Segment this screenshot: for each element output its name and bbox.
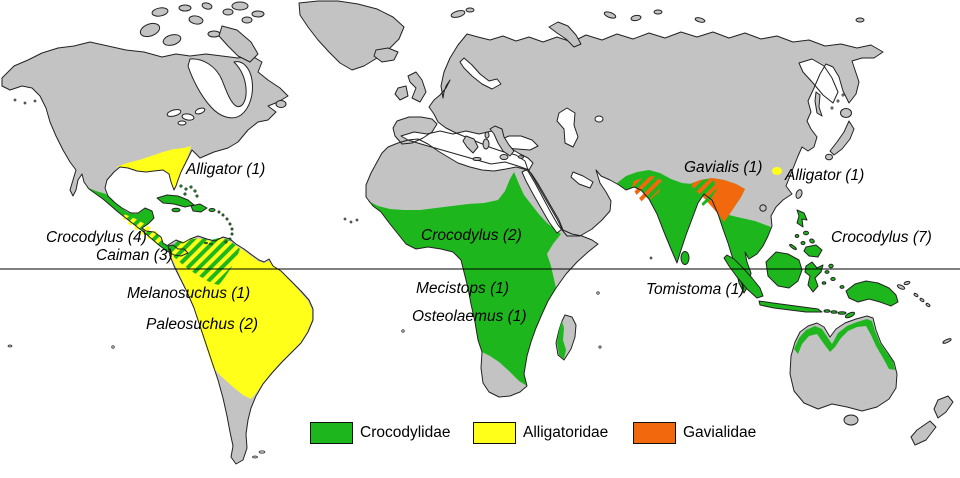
cuba (156, 194, 195, 208)
luzon (796, 209, 808, 228)
cyprus (518, 155, 524, 159)
overlap-central-america-hatch (123, 214, 163, 246)
greece (462, 135, 479, 154)
label-tomistoma: Tomistoma (1) (646, 281, 745, 298)
label-crocodylus-africa: Crocodylus (2) (421, 227, 522, 244)
ireland (394, 85, 409, 101)
legend-label: Gavialidae (683, 424, 757, 441)
new-britain (896, 284, 906, 290)
great-britain (407, 71, 427, 103)
great-lake (177, 120, 187, 126)
halmahera (828, 263, 834, 269)
legend-label: Alligatoridae (523, 424, 609, 441)
caspian-sea (556, 107, 579, 148)
sri-lanka (680, 251, 690, 265)
legend-label: Crocodylidae (360, 424, 451, 441)
palawan (789, 244, 797, 250)
range-crocodylidae-africa (368, 172, 561, 386)
australia (790, 316, 897, 411)
sumatra (723, 254, 764, 299)
islands (7, 0, 954, 459)
hainan (759, 204, 767, 212)
hokkaido (840, 108, 852, 118)
great-lake (181, 113, 195, 121)
kyushu (825, 153, 833, 161)
novaya-zemlya (548, 21, 582, 48)
overlap-northern-south-america-hatch (168, 238, 240, 285)
label-crocodylus-asia: Crocodylus (7) (831, 229, 932, 246)
corsica (484, 131, 490, 139)
lesser-antilles (204, 210, 234, 246)
sicily (499, 154, 509, 160)
range-crocodylidae-north-australia (794, 319, 895, 370)
persian-gulf (570, 171, 594, 189)
label-mecistops: Mecistops (1) (416, 280, 510, 297)
bahamas (179, 184, 199, 198)
legend-item-crocodylidae: Crocodylidae (310, 422, 450, 444)
label-osteolaemus: Osteolaemus (1) (412, 308, 527, 325)
italy (489, 125, 515, 157)
gavialidae-swatch (633, 422, 676, 444)
honshu (829, 120, 855, 156)
label-gavialis: Gavialis (1) (684, 159, 763, 176)
java (758, 300, 823, 313)
tasmania (843, 414, 859, 426)
label-alligator-north-america: Alligator (1) (186, 161, 266, 178)
range-alligator-sinensis-dot (772, 167, 782, 175)
label-caiman: Caiman (3) (96, 247, 173, 264)
legend-item-gavialidae: Gavialidae (633, 422, 756, 444)
alligatoridae-swatch (473, 422, 516, 444)
baffin-island (218, 25, 259, 63)
range-overlays (86, 146, 895, 399)
sulawesi (804, 261, 824, 293)
crete (472, 157, 482, 161)
svalbard (450, 10, 466, 18)
great-lake (166, 109, 182, 117)
puerto-rico (208, 208, 216, 212)
sardinia (482, 138, 490, 150)
red-sea (521, 168, 563, 234)
baltic-sea (459, 57, 502, 90)
hudson-bay (187, 58, 253, 119)
new-guinea (845, 280, 899, 307)
newfoundland (275, 100, 287, 108)
sakhalin (814, 91, 823, 117)
new-zealand-north (933, 395, 954, 419)
range-alligatoridae-southeast-us (116, 146, 191, 190)
crocodylidae-swatch (310, 422, 353, 444)
new-caledonia (942, 338, 952, 344)
legend-item-alligatoridae: Alligatoridae (473, 422, 608, 444)
new-zealand-south (910, 420, 937, 446)
timor (844, 311, 856, 319)
taiwan (795, 189, 803, 199)
label-paleosuchus: Paleosuchus (2) (146, 316, 259, 333)
label-alligator-asia: Alligator (1) (785, 167, 865, 184)
label-melanosuchus: Melanosuchus (1) (127, 285, 251, 302)
iceland (373, 47, 399, 63)
sea-of-okhotsk (798, 58, 839, 104)
jamaica (171, 207, 181, 213)
minor-islands (7, 93, 845, 459)
wrangel-island (855, 17, 865, 23)
borneo (765, 251, 803, 289)
overlap-northwest-india-hatch (632, 176, 663, 202)
great-lake (194, 107, 206, 115)
mindanao (803, 244, 823, 258)
label-crocodylus-americas: Crocodylus (4) (46, 229, 147, 246)
hispaniola (190, 203, 208, 213)
range-crocodylidae-madagascar (557, 321, 566, 359)
aral-sea (594, 115, 604, 123)
